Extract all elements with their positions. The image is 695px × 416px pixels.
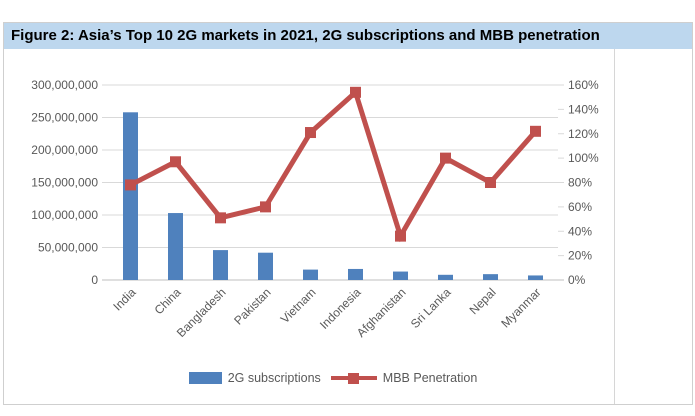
line-marker-Sri Lanka — [440, 152, 451, 164]
bar-China — [168, 213, 183, 280]
left-axis-tick-label: 200,000,000 — [31, 143, 98, 157]
left-axis-tick-label: 150,000,000 — [31, 176, 98, 190]
right-axis-tick-label: 0% — [568, 273, 586, 287]
line-marker-China — [170, 156, 181, 168]
x-category-label-Sri Lanka: Sri Lanka — [408, 285, 454, 331]
mbb-penetration-line — [129, 87, 538, 243]
combo-chart: 0 50,000,000 100,000,000 150,000,000 200,000… — [31, 78, 599, 340]
chart-legend: 2G subscriptions MBB Penetration — [108, 371, 558, 385]
bar-Afghanistan — [393, 271, 408, 280]
right-axis-tick-label: 80% — [568, 176, 592, 190]
legend-item-mbb-penetration: MBB Penetration — [330, 371, 478, 385]
bar-Indonesia — [348, 268, 363, 280]
x-category-label-Myanmar: Myanmar — [498, 285, 543, 330]
right-axis-tick-label: 60% — [568, 200, 592, 214]
line-marker-Myanmar — [530, 125, 541, 137]
figure-title: Figure 2: Asia’s Top 10 2G markets in 20… — [4, 23, 692, 49]
bar-swatch-icon — [188, 372, 222, 384]
line-marker-swatch-icon — [330, 372, 377, 384]
bar-Myanmar — [528, 275, 543, 280]
x-category-label-Bangladesh: Bangladesh — [174, 285, 229, 340]
left-axis-tick-label: 0 — [91, 273, 98, 287]
x-category-label-Pakistan: Pakistan — [231, 285, 273, 327]
left-axis-tick-label: 50,000,000 — [38, 241, 98, 255]
legend-label: 2G subscriptions — [227, 371, 321, 385]
line-marker-Bangladesh — [215, 212, 226, 224]
bar-Nepal — [483, 274, 498, 280]
x-category-label-Vietnam: Vietnam — [278, 285, 319, 326]
x-category-label-India: India — [110, 285, 139, 314]
x-category-label-Nepal: Nepal — [467, 285, 499, 317]
line-marker-Nepal — [485, 177, 496, 188]
left-axis-tick-label: 250,000,000 — [31, 111, 98, 125]
bar-Sri Lanka — [438, 274, 453, 280]
line-marker-Vietnam — [305, 127, 316, 139]
line-marker-Indonesia — [350, 86, 361, 98]
legend-label: MBB Penetration — [382, 371, 478, 385]
line-marker-Afghanistan — [395, 230, 406, 242]
bar-Pakistan — [258, 252, 273, 280]
bar-Vietnam — [303, 269, 318, 280]
bar-India — [123, 112, 138, 280]
bar-Bangladesh — [213, 250, 228, 280]
left-axis-tick-label: 100,000,000 — [31, 208, 98, 222]
right-axis-tick-label: 100% — [568, 151, 599, 165]
right-axis-tick-label: 120% — [568, 127, 599, 141]
x-category-label-Afghanistan: Afghanistan — [354, 285, 409, 340]
x-category-label-China: China — [152, 285, 184, 317]
right-axis-tick-label: 40% — [568, 224, 592, 238]
right-axis-tick-label: 160% — [568, 78, 599, 92]
line-marker-India — [125, 179, 136, 191]
right-axis-tick-label: 20% — [568, 249, 592, 263]
figure-container: Figure 2: Asia’s Top 10 2G markets in 20… — [3, 22, 693, 405]
x-category-label-Indonesia: Indonesia — [317, 285, 364, 332]
chart-area: 0 50,000,000 100,000,000 150,000,000 200,000… — [4, 49, 692, 404]
right-axis-tick-label: 140% — [568, 102, 599, 116]
table-cell-divider — [614, 49, 615, 404]
line-marker-Pakistan — [260, 201, 271, 213]
legend-item-2g-subscriptions: 2G subscriptions — [188, 371, 321, 385]
left-axis-tick-label: 300,000,000 — [31, 78, 98, 92]
